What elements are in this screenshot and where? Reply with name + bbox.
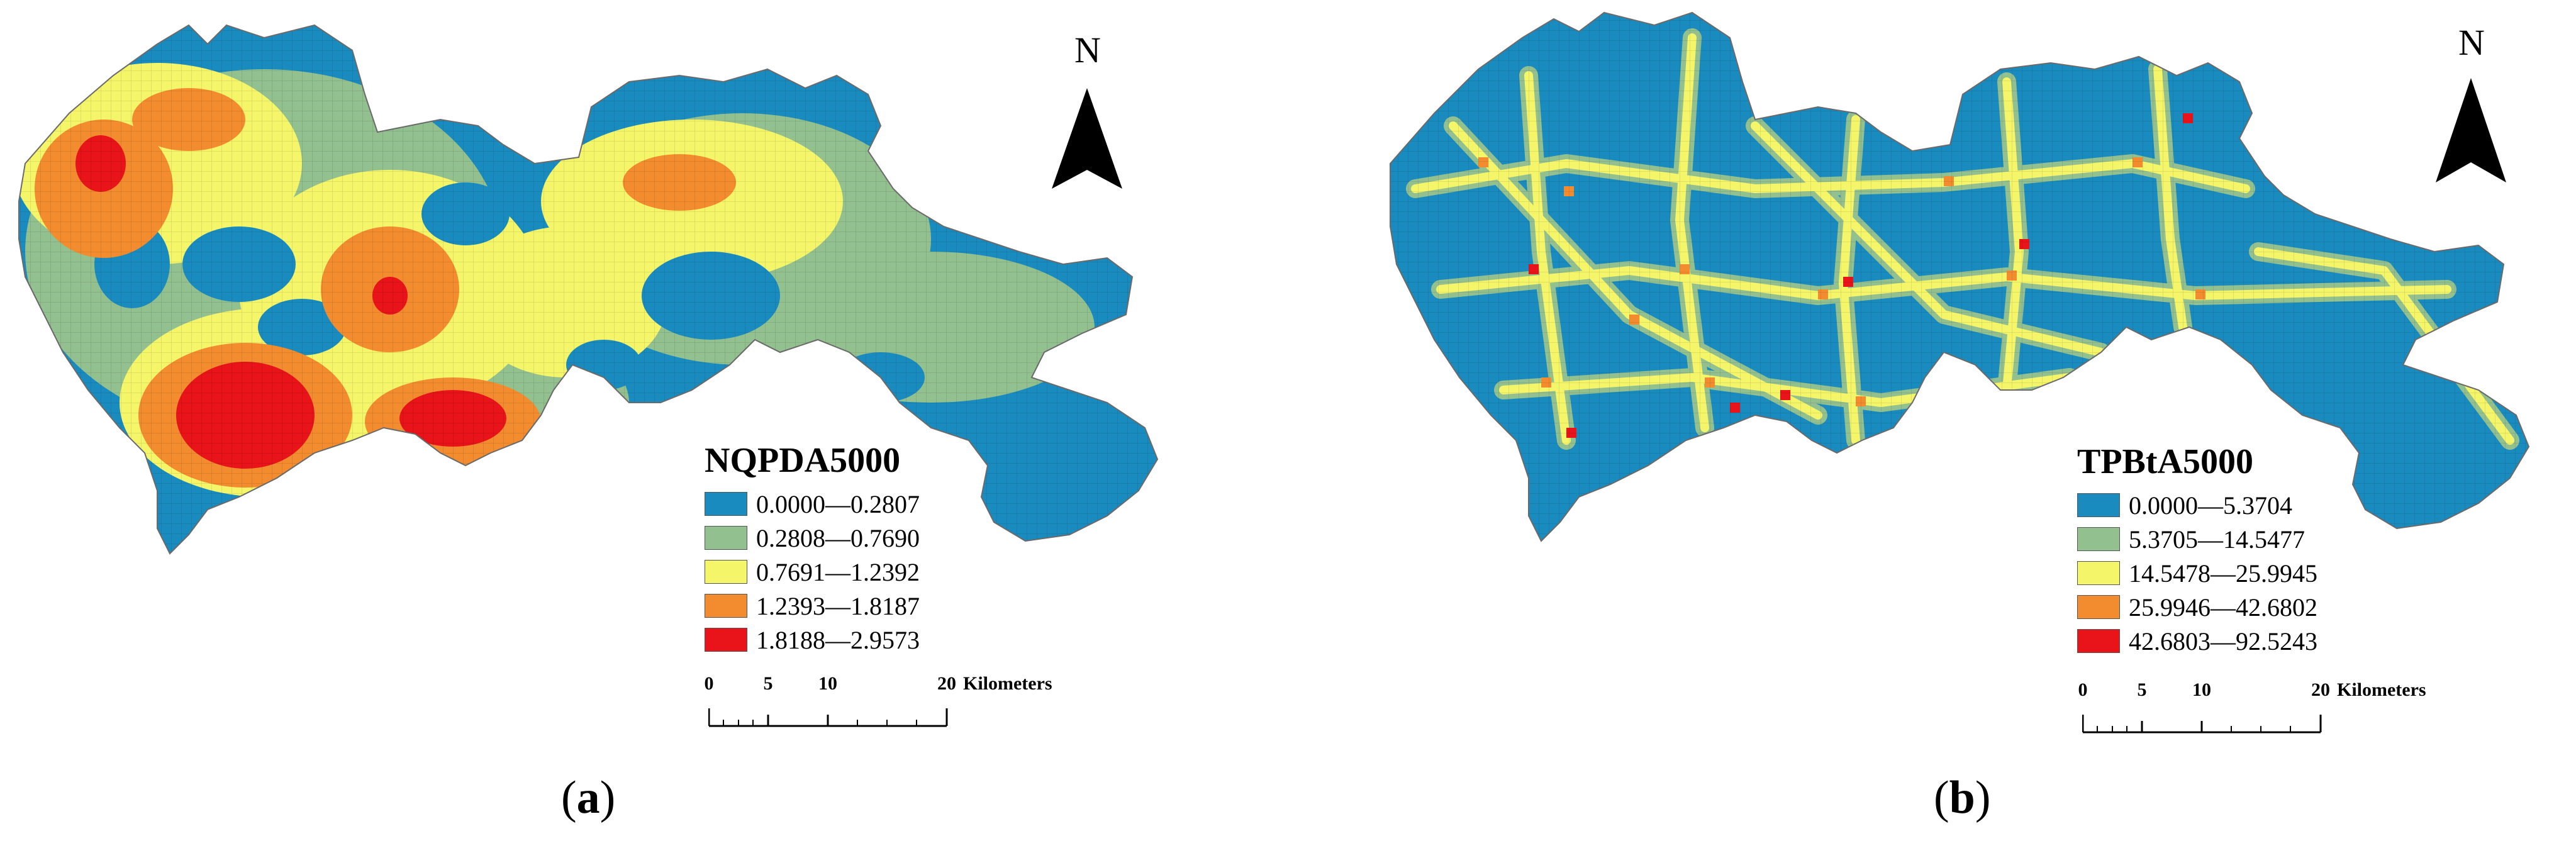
legend-item: 1.8188—2.9573 xyxy=(705,623,920,657)
north-label: N xyxy=(1074,30,1101,70)
legend-swatch xyxy=(705,560,747,584)
scale-tick-label: 20 xyxy=(937,673,956,694)
legend-label: 5.3705—14.5477 xyxy=(2129,525,2305,554)
scale-tick-label: 10 xyxy=(2192,679,2211,700)
scale-unit: Kilometers xyxy=(963,673,1052,694)
scale-bar-ruler xyxy=(708,708,948,727)
legend-swatch xyxy=(705,492,747,516)
scale-tick-label: 20 xyxy=(2311,679,2330,700)
north-label: N xyxy=(2458,22,2485,63)
legend-item: 0.0000—5.3704 xyxy=(2077,488,2317,522)
map-panel-b: N TPBtA5000 0.0000—5.3704 5.3705—14.5477… xyxy=(1378,0,2576,848)
legend-swatch xyxy=(2077,561,2120,585)
scale-tick-label: 5 xyxy=(763,673,773,694)
legend-label: 42.6803—92.5243 xyxy=(2129,627,2317,656)
legend-swatch xyxy=(705,628,747,652)
legend-swatch xyxy=(705,526,747,550)
legend: 0.0000—5.3704 5.3705—14.5477 14.5478—25.… xyxy=(2077,488,2317,658)
panel-caption: (b) xyxy=(1934,772,1991,823)
scale-bar-ruler xyxy=(2082,715,2322,734)
legend-label: 0.0000—0.2807 xyxy=(756,489,920,518)
panel-caption: (a) xyxy=(561,772,616,823)
legend: 0.0000—0.2807 0.2808—0.7690 0.7691—1.239… xyxy=(705,487,920,657)
caption-letter: b xyxy=(1949,772,1975,823)
legend-item: 42.6803—92.5243 xyxy=(2077,624,2317,658)
scale-tick-label: 5 xyxy=(2137,679,2147,700)
legend-label: 1.2393—1.8187 xyxy=(756,591,920,620)
legend-item: 0.7691—1.2392 xyxy=(705,555,920,589)
legend-item: 25.9946—42.6802 xyxy=(2077,590,2317,624)
legend-title: NQPDA5000 xyxy=(705,441,901,480)
caption-letter: a xyxy=(576,772,600,823)
legend-swatch xyxy=(2077,493,2120,517)
legend-item: 0.0000—0.2807 xyxy=(705,487,920,521)
scale-tick-label: 0 xyxy=(704,673,714,694)
legend-label: 0.7691—1.2392 xyxy=(756,557,920,586)
scale-bar: 0 5 10 20 Kilometers xyxy=(704,673,1052,736)
map-a xyxy=(18,25,1158,554)
legend-title: TPBtA5000 xyxy=(2077,442,2253,481)
scale-unit: Kilometers xyxy=(2337,679,2426,700)
legend-item: 14.5478—25.9945 xyxy=(2077,556,2317,590)
legend-item: 1.2393—1.8187 xyxy=(705,589,920,623)
legend-label: 25.9946—42.6802 xyxy=(2129,593,2317,622)
legend-item: 5.3705—14.5477 xyxy=(2077,522,2317,556)
legend-label: 0.0000—5.3704 xyxy=(2129,491,2292,520)
scale-bar: 0 5 10 20 Kilometers xyxy=(2078,679,2426,742)
legend-label: 14.5478—25.9945 xyxy=(2129,559,2317,588)
north-arrow-icon xyxy=(2436,78,2506,182)
legend-swatch xyxy=(2077,595,2120,619)
scale-tick-label: 10 xyxy=(818,673,837,694)
legend-swatch xyxy=(2077,527,2120,551)
legend-swatch xyxy=(2077,629,2120,653)
map-panel-a: N NQPDA5000 0.0000—0.2807 0.2808—0.7690 … xyxy=(18,25,1158,823)
legend-item: 0.2808—0.7690 xyxy=(705,521,920,555)
north-arrow-icon xyxy=(1052,88,1122,189)
legend-swatch xyxy=(705,594,747,618)
map-b xyxy=(1390,12,2529,542)
legend-label: 1.8188—2.9573 xyxy=(756,625,920,654)
scale-tick-label: 0 xyxy=(2078,679,2088,700)
legend-label: 0.2808—0.7690 xyxy=(756,523,920,552)
